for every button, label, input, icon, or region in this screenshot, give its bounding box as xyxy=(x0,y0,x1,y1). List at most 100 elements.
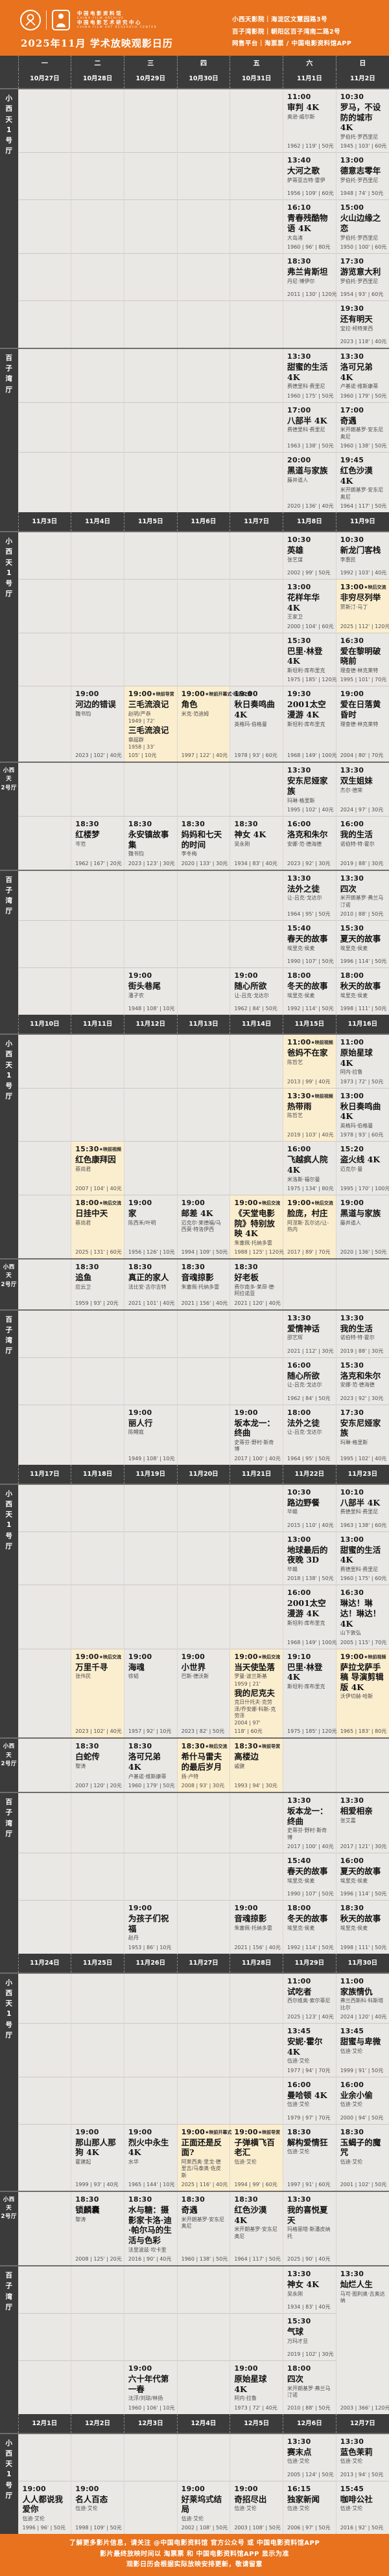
schedule-row: 小西天 1 号厅 10:30 英雄 张艺谋 2002 | 99' | 50元 10:30 新龙门… xyxy=(0,530,389,763)
film-director: 伍迪·艾伦 xyxy=(340,2158,363,2165)
film-director: 阿涅斯·瓦尔达/让-热内 xyxy=(287,1219,329,1232)
schedule-row: 小西天 2号厅 18:30 追鱼 应云卫 1959 | 93' | 20元 18:30 真正的… xyxy=(0,1258,389,1310)
screening-time-row: 19:00 xyxy=(23,2485,67,2493)
weekday-header-row: 一二三四五六日 xyxy=(0,56,389,69)
film-info: 1960 | 138' | 50元 xyxy=(181,2256,228,2262)
schedule-row: 小西天 2号厅 18:30 白蛇传 黎涛 2007 | 120' | 20元 18:30 洛可… xyxy=(0,1737,389,1792)
film-info: 1994 | 99' | 60元 xyxy=(234,2182,277,2188)
schedule-row: 13:30 ★映前视频 热带雨 陈哲艺 2019 | 103' | 40元 13:00 秋日… xyxy=(0,1087,389,1142)
screening-time-row: 13:30 xyxy=(340,1796,385,1805)
film-director: 阿莱西奥·里戈·德里吉/马泰奥·佐皮斯 xyxy=(181,2158,221,2178)
screening-time-row: 19:30 xyxy=(287,690,332,698)
film-info: 1956 | 109' | 60元 xyxy=(287,190,334,197)
screening-cell-content: 10:30 路边野餐 毕赣 2015 | 110' | 40元 xyxy=(283,1485,336,1531)
film-info: 105' | 10元 xyxy=(128,752,157,759)
screening-cell: 19:00 ★映前开幕式·映后交流 角色 米克·范迪姆 1997 | 122' | 40… xyxy=(176,686,252,763)
empty-cell xyxy=(71,920,124,968)
screening-cell: 13:45 甜蜜与卑微 伍迪·艾伦 1999 | 91' | 50元 xyxy=(335,2023,389,2077)
empty-cell xyxy=(176,1531,230,1585)
film-info: 1949 | 108' | 10元 xyxy=(128,1455,175,1462)
screening-cell: 19:30 2001太空漫游 4K 斯坦利·库布里克 1968 | 149' | 10… xyxy=(283,686,337,763)
empty-cell xyxy=(18,1258,71,1310)
screening-time-row: 19:00 xyxy=(234,971,279,980)
film-title: 气球 xyxy=(287,2327,304,2336)
empty-cell xyxy=(71,2313,124,2361)
screening-cell: 17:00 八部半 4K 费德里科·费里尼 1963 | 138' | 50元 xyxy=(283,401,336,453)
date-header: 10月31日 xyxy=(230,69,283,89)
film-title: 好老板 xyxy=(234,1272,259,1283)
screening-cell: 19:45 红色沙漠 4K 米开朗基罗·安东尼奥尼 1964 | 117' | 50元 xyxy=(335,451,389,512)
empty-cell xyxy=(230,2076,283,2125)
film-director: 万玛才旦 xyxy=(287,2338,309,2344)
film-director: 萨蒂亚吉特·雷伊 xyxy=(287,177,325,183)
event-badge: ★映前导赏 xyxy=(257,1744,281,1750)
schedule-row: 小西天 2号厅 18:30 锁麟囊 黎涛 2008 | 125' | 20元 18:30 水与… xyxy=(0,2191,389,2266)
screening-cell: 13:00 德意志零年 罗伯托·罗西里尼 1948 | 74' | 50元 xyxy=(335,152,389,200)
screening-cell: 18:30 白蛇传 黎涛 2007 | 120' | 20元 xyxy=(71,1737,124,1792)
screening-time-row: 11:00 xyxy=(340,1977,385,1985)
schedule-row: 百子湾厅 13:30 法外之徒 让-吕克·戈达尔 1964 | 95' | 50元 13:… xyxy=(0,869,389,1015)
empty-cell xyxy=(230,1853,283,1901)
screening-time: 19:00 xyxy=(128,2127,152,2136)
schedule-row: 19:00 为孩子们祝福 赵丹 1953 | 86' | 10元 19:00 音魂掠影 朱塞… xyxy=(0,1899,389,1954)
schedule-row: 19:00 人人都说我爱你 伍迪·艾伦 1996 | 96' | 50元 19:00 名人… xyxy=(0,2480,389,2535)
screening-cell: 13:30 法外之徒 让-吕克·戈达尔 1964 | 95' | 50元 xyxy=(283,869,336,921)
date-header: 11月10日 xyxy=(18,1014,71,1034)
film-director: 米开朗基罗·安东尼奥尼 xyxy=(181,2216,225,2230)
empty-cell xyxy=(230,920,283,968)
screening-time: 18:30 xyxy=(181,1742,206,1751)
screening-time: 19:00 xyxy=(75,690,99,699)
empty-cell xyxy=(176,2313,230,2361)
film-info: 1960 | 179' | 50元 xyxy=(128,1782,175,1789)
screening-time-row: 15:30 ★映前视频 xyxy=(75,1145,121,1153)
screening-time-row: 19:00 xyxy=(75,690,120,698)
screening-time-row: 19:00 xyxy=(75,2128,120,2136)
film-title: 八部半 4K xyxy=(340,1497,381,1508)
screening-time-row: 13:00 xyxy=(340,156,385,164)
screening-time-row: 10:10 xyxy=(340,1488,385,1497)
schedule-row: 15:30 ★映前视频 红色康拜因 蔡尚君 2007 | 104' | 40元 16:00… xyxy=(0,1141,389,1195)
empty-cell xyxy=(123,762,178,817)
film-title: 奇遇 xyxy=(340,415,357,425)
venue-label: 小西天 2号厅 xyxy=(0,762,18,870)
venue-label: 小西天 2号厅 xyxy=(0,1258,18,1310)
screening-time: 13:30 xyxy=(287,352,311,361)
empty-cell xyxy=(71,1899,124,1954)
screening-cell-content: 19:00 家陈西禾/叶明 1956 | 126' | 10元 xyxy=(124,1195,177,1258)
screening-time: 16:00 xyxy=(287,1361,311,1370)
org-en-2: CHINA FILM ART RESEARCH CENTER xyxy=(77,25,158,29)
screening-cell-content: 11:00 原始星球 4K 阿内·拉鲁 1973 | 72' | 50元 xyxy=(336,1035,389,1088)
screening-time: 15:20 xyxy=(340,1145,364,1154)
china-film-archive-logo-icon xyxy=(20,10,41,30)
empty-cell xyxy=(18,2191,71,2266)
empty-cell xyxy=(123,530,178,580)
screening-cell-content: 18:00 法外之徒 让-吕克·戈达尔 1964 | 95' | 50元 xyxy=(283,1405,336,1465)
screening-time: 18:30 xyxy=(75,819,99,828)
screening-cell: 13:30 灿烂人生 马可·图利奥·吉奥达纳 2003 | 366' | 120元 xyxy=(335,2265,389,2414)
film-director: 费德里科·费里尼 xyxy=(287,383,325,390)
empty-cell xyxy=(230,1531,283,1585)
screening-cell: 19:00 人人都说我爱你 伍迪·艾伦 1996 | 96' | 50元 xyxy=(18,2480,71,2535)
film-director: 费尔南多·莱昂·德·阿拉诺亚 xyxy=(234,1283,276,1297)
empty-cell xyxy=(230,1357,283,1405)
film-director: 贾斯汀·马丁 xyxy=(340,604,368,610)
film-info: 2001 | 102' | 50元 xyxy=(340,2182,387,2188)
screening-cell: 13:30 坂本龙一：终曲 史蒂芬·野村·斯奇博 2017 | 100' | 40元 xyxy=(283,1791,336,1853)
film-info: 1975 | 185' | 120元 xyxy=(287,677,337,683)
screening-time: 10:30 xyxy=(287,535,311,544)
film-director: 米开朗基罗·安东尼奥尼 xyxy=(340,487,384,500)
screening-time-row: 19:00 ★映前开幕式·映后交流 xyxy=(182,690,252,698)
empty-cell xyxy=(123,2313,178,2361)
screening-cell-content: 19:00 那山那人那狗 4K 霍建起 1999 | 93' | 40元 xyxy=(71,2125,124,2191)
schedule-row: 16:00 曼哈顿 4K 伍迪·艾伦 1979 | 97' | 70元 16:00 业余小… xyxy=(0,2076,389,2125)
event-badge: ★映前视频 xyxy=(311,1039,333,1045)
film-director: 费德里科·费里尼 xyxy=(340,1509,379,1515)
screening-cell: 16:00 飞越疯人院 4K 米洛斯·福尔曼 1975 | 134' | 80元 xyxy=(283,1141,336,1195)
screening-cell-content: 16:10 青春残酷物语 4K 大岛渚 1960 | 96' | 80元 xyxy=(283,200,336,253)
screening-time-row: 15:40 xyxy=(287,1857,332,1865)
empty-cell xyxy=(176,2076,230,2125)
film-director: 阿内·拉鲁 xyxy=(340,1069,363,1076)
screening-cell-content: 16:30 爱在黎明破晓前 理查德·林克莱特 1995 | 101' | 70元 xyxy=(336,633,389,686)
